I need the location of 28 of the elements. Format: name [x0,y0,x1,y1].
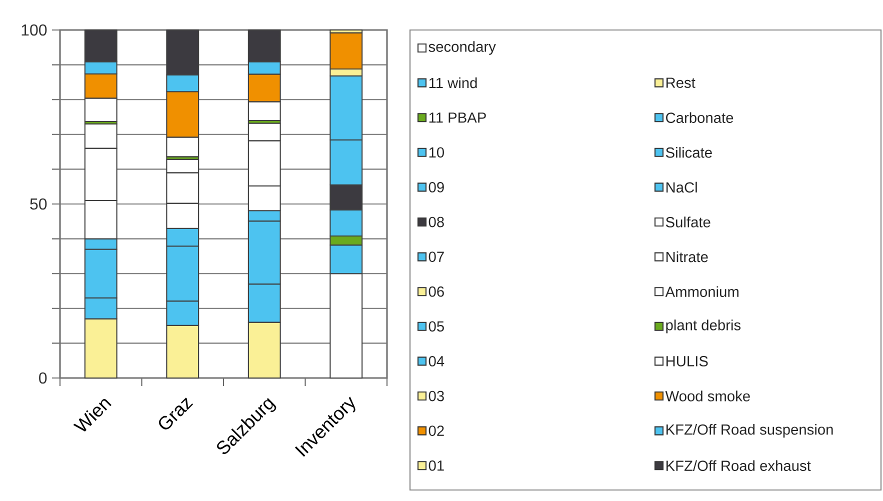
legend-label: Silicate [666,147,712,158]
legend-label: Ammonium [665,286,738,297]
legend-label: 10 [429,147,444,158]
y-tick-label: 50 [30,198,47,210]
legend-label: Wood smoke [665,390,750,402]
legend-label: NaCl [666,182,697,193]
legend-label: Carbonate [666,112,734,123]
legend-label: 05 [428,321,444,332]
legend-label: 04 [428,356,444,366]
legend-label: KFZ/Off Road suspension [666,424,833,438]
legend-label: 08 [428,216,444,228]
legend-label: Rest [666,78,696,88]
legend-label: Sulfate [666,216,710,228]
legend-label: 09 [428,182,444,192]
legend-label: 01 [428,460,444,471]
y-tick-label: 100 [22,24,47,36]
legend-label: 03 [428,390,444,402]
legend-label: 11 wind [429,77,477,88]
legend-label: Nitrate [666,251,708,262]
legend-label: secondary [428,41,496,55]
legend-label: 06 [428,286,444,297]
legend-label: 07 [428,252,444,262]
legend-label: 11 PBAP [429,112,486,123]
legend-label: KFZ/Off Road exhaust [666,460,811,471]
legend-label: plant debris [666,320,741,334]
y-tick-label: 0 [39,372,47,384]
legend-label: HULIS [666,356,708,366]
legend-label: 02 [428,426,444,436]
